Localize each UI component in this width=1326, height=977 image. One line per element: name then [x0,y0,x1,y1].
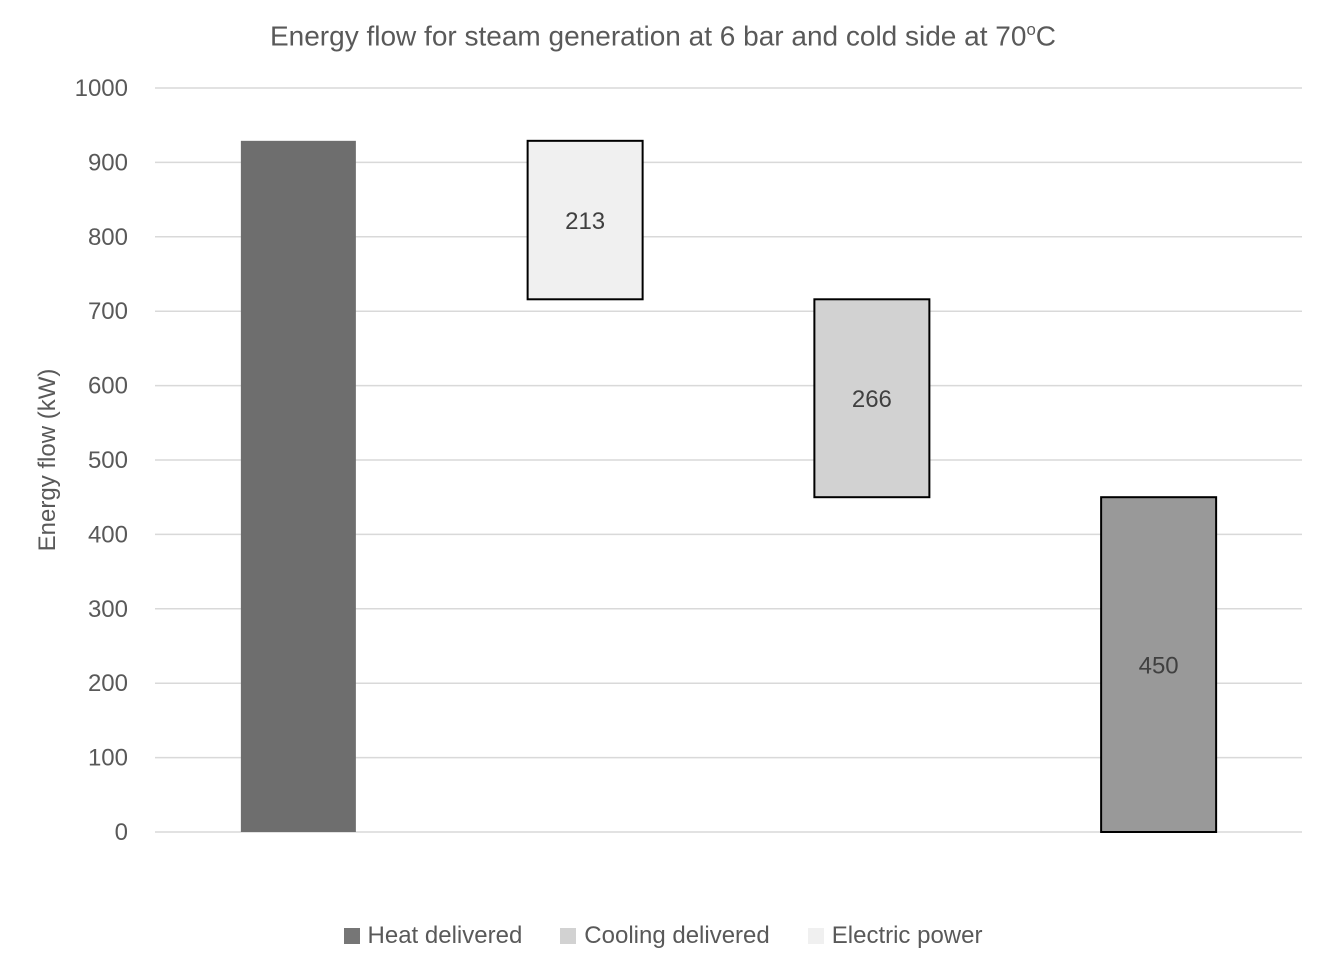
bar [1100,496,1218,833]
bar [240,140,356,833]
bars: 213 266 450 [240,139,1218,833]
legend-swatch [343,928,360,944]
y-tick-label: 700 [88,298,128,325]
y-tick-label: 900 [88,149,128,176]
bar [526,139,644,301]
y-tick-label: 600 [88,373,128,400]
y-axis-label: Energy flow (kW) [34,369,61,552]
legend-label: Electric power [831,922,983,949]
y-tick-label: 0 [115,819,128,846]
y-tick-label: 300 [88,596,128,623]
y-tick-label: 500 [88,447,128,474]
y-tick-label: 100 [88,745,128,772]
y-tick-label: 400 [88,521,128,548]
y-tick-label: 200 [88,670,128,697]
chart-title-degree: o [1026,20,1036,39]
legend-item: Cooling delivered [560,922,770,950]
chart-title: Energy flow for steam generation at 6 ba… [0,20,1326,52]
bar-data-label: 213 [565,208,605,235]
legend-swatch [560,928,577,944]
legend-item: Electric power [807,922,983,950]
chart-title-suffix: C [1035,20,1057,52]
chart-title-text: Energy flow for steam generation at 6 ba… [269,20,1027,52]
legend-label: Heat delivered [367,922,523,949]
y-tick-labels: 0 100 200 300 400 500 600 700 800 900 1000 [75,75,128,846]
bar-data-label: 450 [1139,653,1179,680]
bar [813,298,931,499]
legend-swatch [807,928,824,944]
legend: Heat delivered Cooling delivered Electric … [0,922,1326,950]
y-tick-label: 800 [88,224,128,251]
y-tick-label: 1000 [75,75,128,102]
legend-item: Heat delivered [343,922,523,950]
legend-label: Cooling delivered [584,922,770,949]
bar-data-label: 266 [852,386,892,413]
